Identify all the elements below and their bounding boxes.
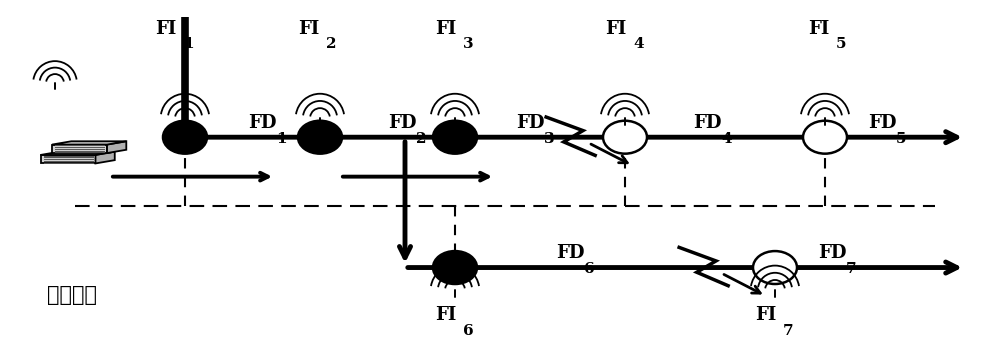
- Polygon shape: [96, 152, 115, 163]
- Text: 1: 1: [276, 132, 287, 146]
- Text: 3: 3: [463, 37, 474, 51]
- Text: 7: 7: [846, 262, 857, 276]
- Text: FD: FD: [868, 114, 896, 132]
- Text: 7: 7: [783, 324, 794, 338]
- Text: FI: FI: [435, 306, 456, 324]
- Text: 控制中心: 控制中心: [47, 285, 97, 305]
- Ellipse shape: [163, 121, 207, 154]
- Ellipse shape: [803, 121, 847, 154]
- Ellipse shape: [298, 121, 342, 154]
- Ellipse shape: [603, 121, 647, 154]
- Text: 2: 2: [416, 132, 427, 146]
- Text: FI: FI: [808, 20, 829, 38]
- Polygon shape: [107, 141, 126, 153]
- Polygon shape: [41, 152, 115, 155]
- Text: FD: FD: [248, 114, 276, 132]
- Ellipse shape: [433, 251, 477, 284]
- Ellipse shape: [433, 121, 477, 154]
- Text: FI: FI: [755, 306, 776, 324]
- Text: 3: 3: [544, 132, 555, 146]
- Text: 5: 5: [896, 132, 906, 146]
- Ellipse shape: [753, 251, 797, 284]
- Text: 6: 6: [584, 262, 595, 276]
- Polygon shape: [52, 141, 126, 144]
- Text: 2: 2: [326, 37, 336, 51]
- Bar: [52, 144, 107, 153]
- Bar: [41, 155, 96, 163]
- Text: FD: FD: [693, 114, 722, 132]
- Text: 1: 1: [183, 37, 194, 51]
- Text: 6: 6: [463, 324, 474, 338]
- Text: FI: FI: [435, 20, 456, 38]
- Text: 5: 5: [836, 37, 847, 51]
- Text: FD: FD: [556, 245, 584, 262]
- Text: 4: 4: [721, 132, 732, 146]
- Text: FI: FI: [605, 20, 626, 38]
- Text: FD: FD: [818, 245, 846, 262]
- Text: 4: 4: [633, 37, 644, 51]
- Text: FD: FD: [516, 114, 544, 132]
- Text: FI: FI: [298, 20, 319, 38]
- Text: FD: FD: [388, 114, 416, 132]
- Text: FI: FI: [155, 20, 176, 38]
